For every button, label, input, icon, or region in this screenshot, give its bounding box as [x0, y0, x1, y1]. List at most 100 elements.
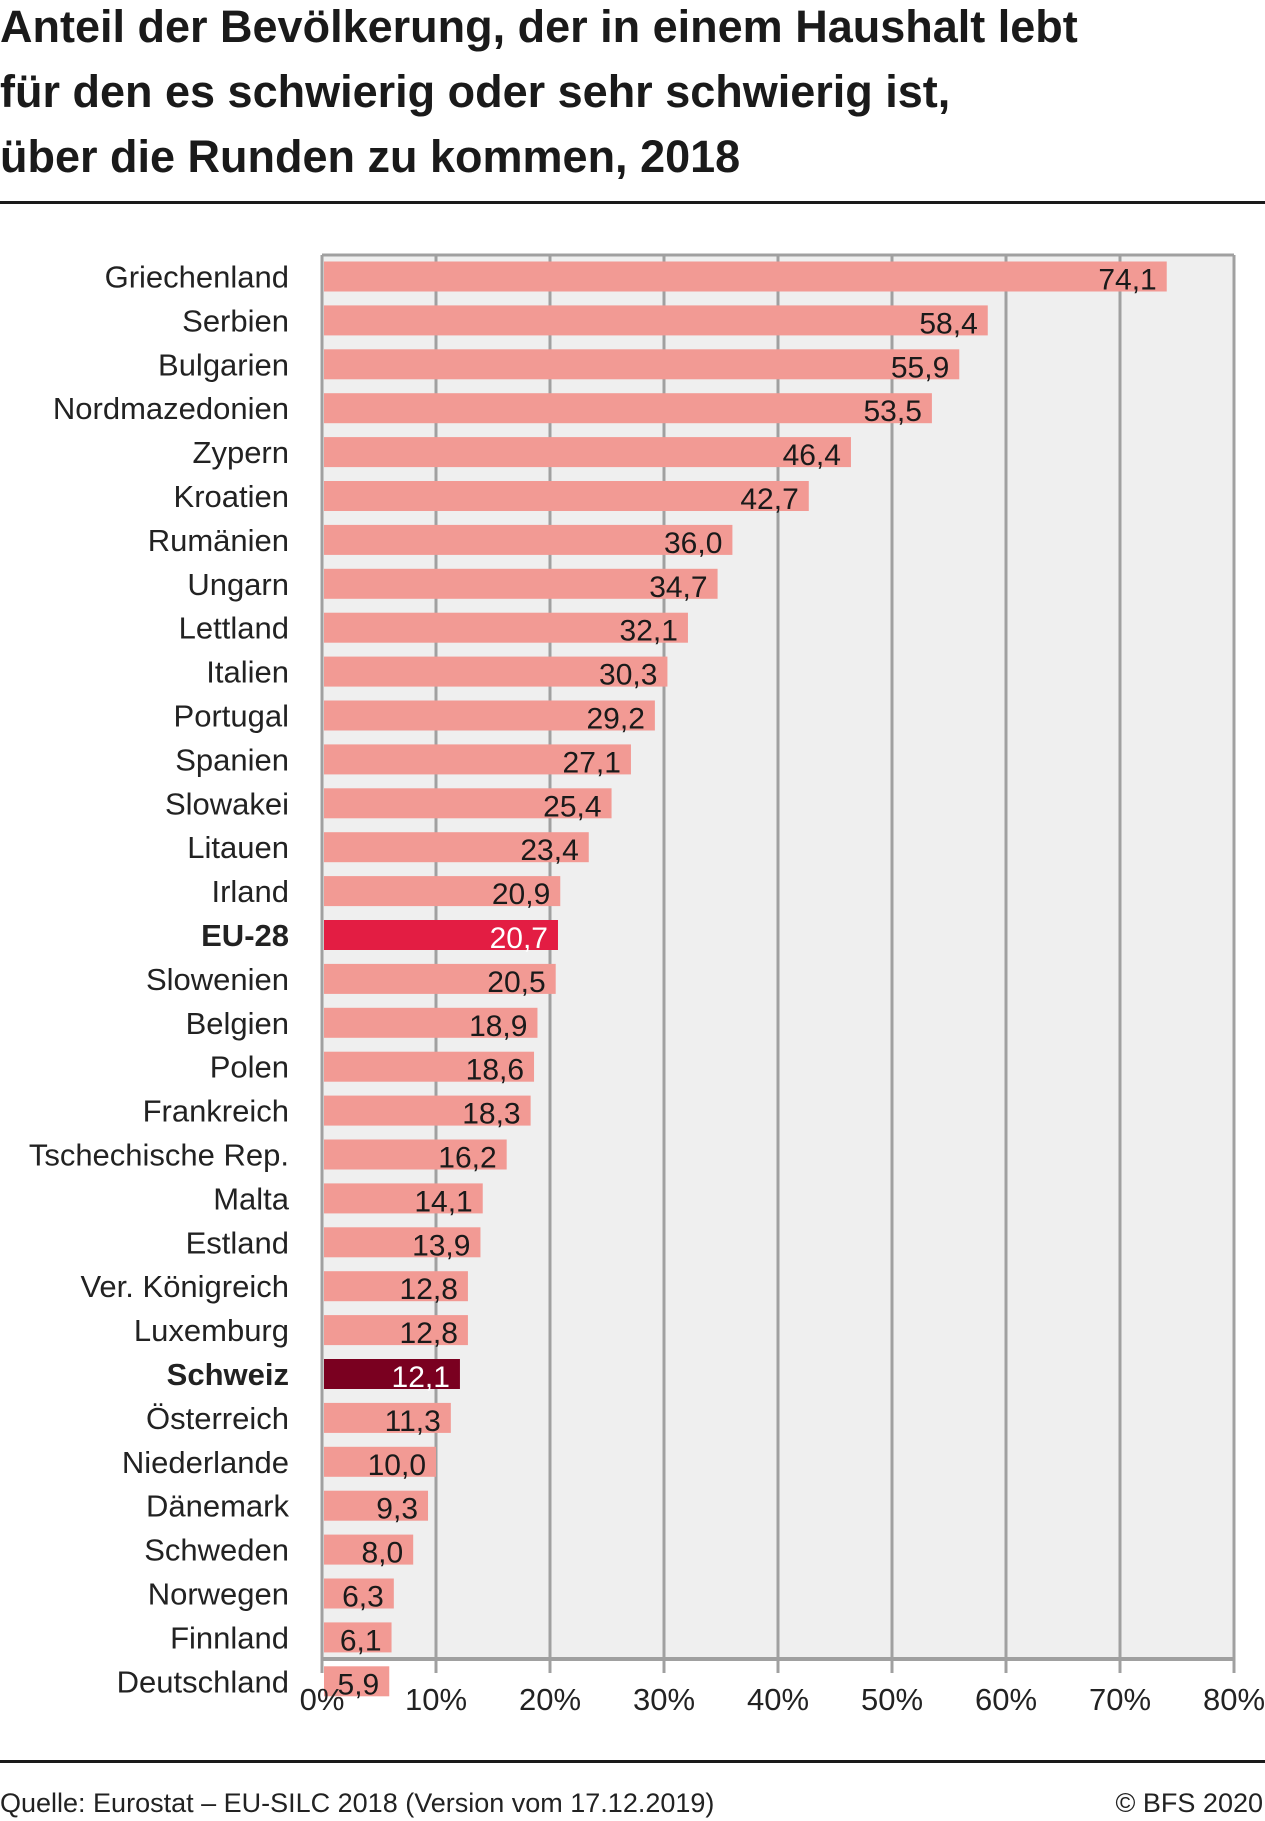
bar: [324, 1227, 481, 1258]
category-label: Luxemburg: [134, 1313, 289, 1348]
category-label: Slowenien: [146, 962, 289, 997]
value-label: 55,9: [891, 351, 949, 384]
value-label: 12,8: [400, 1273, 458, 1306]
category-label: Rumänien: [148, 523, 289, 558]
value-label: 18,9: [469, 1010, 527, 1043]
category-label: Schweiz: [167, 1357, 289, 1392]
bar: [324, 788, 612, 819]
category-label: Schweden: [144, 1533, 289, 1568]
value-label: 58,4: [919, 307, 977, 340]
value-label: 29,2: [586, 703, 644, 736]
title-rule: [0, 201, 1265, 204]
bar: [324, 568, 718, 599]
bar: [324, 656, 668, 687]
category-label: Frankreich: [143, 1094, 289, 1129]
category-label: Portugal: [174, 699, 289, 734]
value-label: 25,4: [543, 790, 601, 823]
bar: [324, 1666, 390, 1697]
footer-rule: [0, 1760, 1265, 1763]
bar: [324, 1271, 468, 1302]
value-label: 6,1: [340, 1624, 382, 1657]
value-label: 8,0: [361, 1537, 403, 1570]
value-label: 20,9: [492, 878, 550, 911]
bar: [324, 1578, 394, 1609]
bar: [324, 832, 589, 863]
x-tick-label: 10%: [405, 1682, 467, 1717]
bar: [324, 1051, 535, 1082]
category-label: Nordmazedonien: [53, 391, 289, 426]
chart-title-line-3: über die Runden zu kommen, 2018: [0, 131, 740, 182]
category-label: EU-28: [201, 918, 289, 953]
value-label: 13,9: [412, 1229, 470, 1262]
category-label: Ver. Königreich: [80, 1269, 289, 1304]
value-label: 18,6: [466, 1054, 524, 1087]
bar: [324, 349, 960, 380]
x-tick-label: 80%: [1203, 1682, 1265, 1717]
value-label: 30,3: [599, 659, 657, 692]
bar: [324, 876, 561, 907]
category-label: Estland: [186, 1225, 289, 1260]
category-label: Niederlande: [122, 1445, 289, 1480]
x-tick-label: 0%: [300, 1682, 345, 1717]
category-label: Italien: [206, 655, 289, 690]
source-note: Quelle: Eurostat – EU-SILC 2018 (Version…: [0, 1788, 714, 1818]
x-tick-label: 50%: [861, 1682, 923, 1717]
value-label: 10,0: [368, 1449, 426, 1482]
category-label: Norwegen: [148, 1577, 289, 1612]
category-label: Polen: [210, 1050, 289, 1085]
category-label: Lettland: [179, 611, 289, 646]
value-label: 23,4: [520, 834, 578, 867]
value-label: 16,2: [438, 1142, 496, 1175]
category-label: Zypern: [193, 435, 289, 470]
bar: [324, 1315, 468, 1346]
bar: [324, 920, 558, 950]
x-axis: 0% 10% 20% 30% 40% 50% 60% 70% 80%: [300, 253, 1265, 1717]
bars: Griechenland 74,1 Serbien 58,4 Bulgarien 55,9…: [29, 260, 1167, 1701]
value-label: 42,7: [740, 483, 798, 516]
value-label: 53,5: [864, 395, 922, 428]
category-label: Finnland: [170, 1620, 289, 1655]
value-label: 14,1: [414, 1185, 472, 1218]
category-label: Slowakei: [165, 786, 289, 821]
bar: [324, 1359, 460, 1389]
x-tick-label: 60%: [975, 1682, 1037, 1717]
category-label: Ungarn: [187, 567, 289, 602]
value-label: 12,1: [392, 1361, 450, 1394]
copyright: © BFS 2020: [1116, 1788, 1263, 1818]
bar: [324, 305, 988, 336]
bar: [324, 1139, 507, 1170]
value-label: 27,1: [563, 746, 621, 779]
bar: [324, 1095, 531, 1126]
bar: [324, 744, 631, 775]
category-label: Tschechische Rep.: [29, 1138, 289, 1173]
bar: [324, 261, 1167, 292]
category-label: Kroatien: [174, 479, 289, 514]
value-label: 74,1: [1098, 264, 1156, 297]
value-label: 11,3: [385, 1405, 441, 1438]
value-label: 32,1: [620, 615, 678, 648]
chart-title-line-2: für den es schwierig oder sehr schwierig…: [0, 66, 950, 117]
value-label: 20,5: [487, 966, 545, 999]
category-label: Dänemark: [146, 1489, 289, 1524]
category-label: Deutschland: [117, 1664, 289, 1699]
value-label: 12,8: [400, 1317, 458, 1350]
category-label: Griechenland: [105, 260, 289, 295]
bar: [324, 1534, 414, 1565]
value-label: 36,0: [664, 527, 722, 560]
x-tick-label: 20%: [519, 1682, 581, 1717]
category-label: Malta: [213, 1181, 290, 1216]
value-label: 9,3: [376, 1493, 418, 1526]
bar: [324, 1622, 392, 1653]
value-label: 5,9: [338, 1668, 380, 1701]
category-label: Litauen: [187, 830, 289, 865]
bar: [324, 1402, 451, 1433]
bar: [324, 963, 556, 994]
x-tick-label: 30%: [633, 1682, 695, 1717]
value-label: 20,7: [490, 922, 548, 955]
bar: [324, 700, 655, 731]
category-label: Irland: [211, 874, 289, 909]
x-tick-label: 70%: [1089, 1682, 1151, 1717]
value-label: 18,3: [462, 1098, 520, 1131]
value-label: 6,3: [342, 1581, 384, 1614]
